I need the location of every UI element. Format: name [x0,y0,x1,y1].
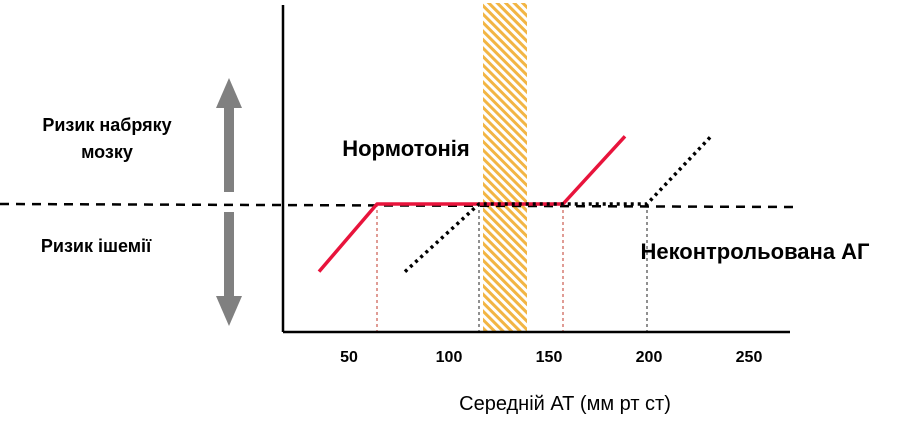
x-tick-label-50: 50 [340,349,358,366]
series-uncontrolled-ah-line [403,135,713,273]
edema-risk-label-line1: Ризик набряку [42,115,171,135]
x-tick-label-200: 200 [636,349,663,366]
x-axis-title: Середній АТ (мм рт ст) [459,393,671,415]
normotension-label: Нормотонія [342,136,470,161]
arrow-down-shaft [224,212,234,298]
arrow-up-icon [216,78,242,108]
autoregulation-zone [483,3,527,332]
risk-threshold-line [0,202,796,209]
arrow-down-icon [216,296,242,326]
edema-risk-label-line2: мозку [81,142,133,162]
uncontrolled-ah-label: Неконтрольована АГ [640,239,870,264]
x-tick-label-150: 150 [536,349,563,366]
x-tick-label-100: 100 [436,349,463,366]
x-tick-label-250: 250 [736,349,763,366]
ischemia-risk-label: Ризик ішемії [41,236,152,256]
arrow-up-shaft [224,106,234,192]
